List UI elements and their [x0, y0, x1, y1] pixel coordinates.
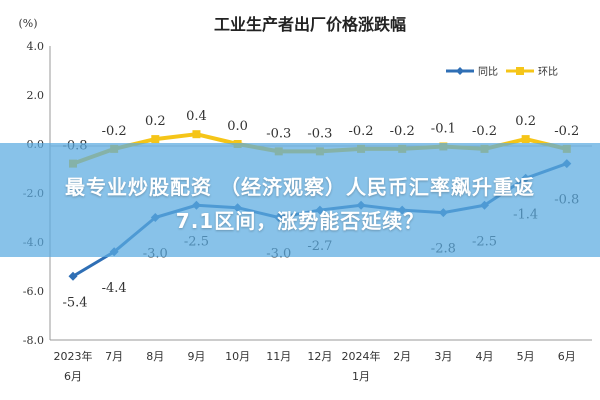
- y-tick-label: 2.0: [27, 89, 45, 102]
- mom-data-label: -0.2: [349, 124, 374, 139]
- yoy-point: [68, 271, 78, 281]
- mom-point: [151, 135, 160, 144]
- x-tick-label: 8月: [146, 350, 164, 363]
- y-tick-label: -6.0: [23, 285, 44, 298]
- legend-label-mom: 环比: [538, 66, 558, 78]
- x-tick-label: 5月: [517, 350, 535, 363]
- chart-title: 工业生产者出厂价格涨跌幅: [214, 15, 406, 34]
- x-tick-label: 3月: [434, 350, 452, 363]
- mom-data-label: -0.3: [307, 126, 332, 141]
- mom-data-label: -0.2: [102, 124, 127, 139]
- x-tick-label: 12月: [307, 350, 332, 363]
- mom-data-label: 0.2: [145, 114, 166, 129]
- x-ticks: 2023年 6月 7月 8月 9月 10月 11月 12月 2024年 1月 2月 3月 4月 5月 6月: [54, 349, 576, 383]
- x-tick-label: 6月: [558, 350, 576, 363]
- mom-data-label: 0.2: [515, 114, 536, 129]
- mom-data-label: -0.3: [266, 126, 291, 141]
- x-tick-label: 4月: [476, 350, 494, 363]
- mom-data-label: -0.1: [431, 121, 456, 136]
- mom-point: [192, 130, 201, 139]
- yoy-data-label: -4.4: [102, 281, 127, 296]
- yoy-data-label: -5.4: [62, 295, 87, 310]
- mom-data-label: 0.0: [227, 119, 248, 134]
- x-tick-label: 11月: [266, 350, 291, 363]
- legend-marker-yoy: [456, 67, 464, 75]
- mom-data-label: -0.2: [554, 124, 579, 139]
- legend-label-yoy: 同比: [478, 66, 498, 78]
- mom-data-label: -0.2: [472, 124, 497, 139]
- x-tick-label: 9月: [187, 350, 205, 363]
- x-tick-label: 10月: [225, 350, 250, 363]
- x-tick-label: 7月: [105, 350, 123, 363]
- legend: 同比 环比: [446, 66, 558, 78]
- x-tick-label: 2024年 1月: [342, 349, 381, 383]
- mom-point: [521, 135, 530, 144]
- x-tick-label: 2月: [393, 350, 411, 363]
- mom-data-label: -0.2: [390, 124, 415, 139]
- overlay-text-line-1: 最专业炒股配资 （经济观察）人民币汇率飙升重返: [65, 175, 535, 199]
- overlay-banner: 最专业炒股配资 （经济观察）人民币汇率飙升重返 7.1区间，涨势能否延续？: [0, 143, 600, 257]
- mom-data-label: 0.4: [186, 109, 207, 124]
- legend-marker-mom: [516, 67, 524, 75]
- y-unit-label: (%): [18, 17, 37, 30]
- y-tick-label: 4.0: [27, 40, 45, 53]
- overlay-text-line-2: 7.1区间，涨势能否延续？: [175, 209, 425, 233]
- y-tick-label: -8.0: [23, 334, 44, 347]
- x-tick-label: 2023年 6月: [54, 349, 93, 383]
